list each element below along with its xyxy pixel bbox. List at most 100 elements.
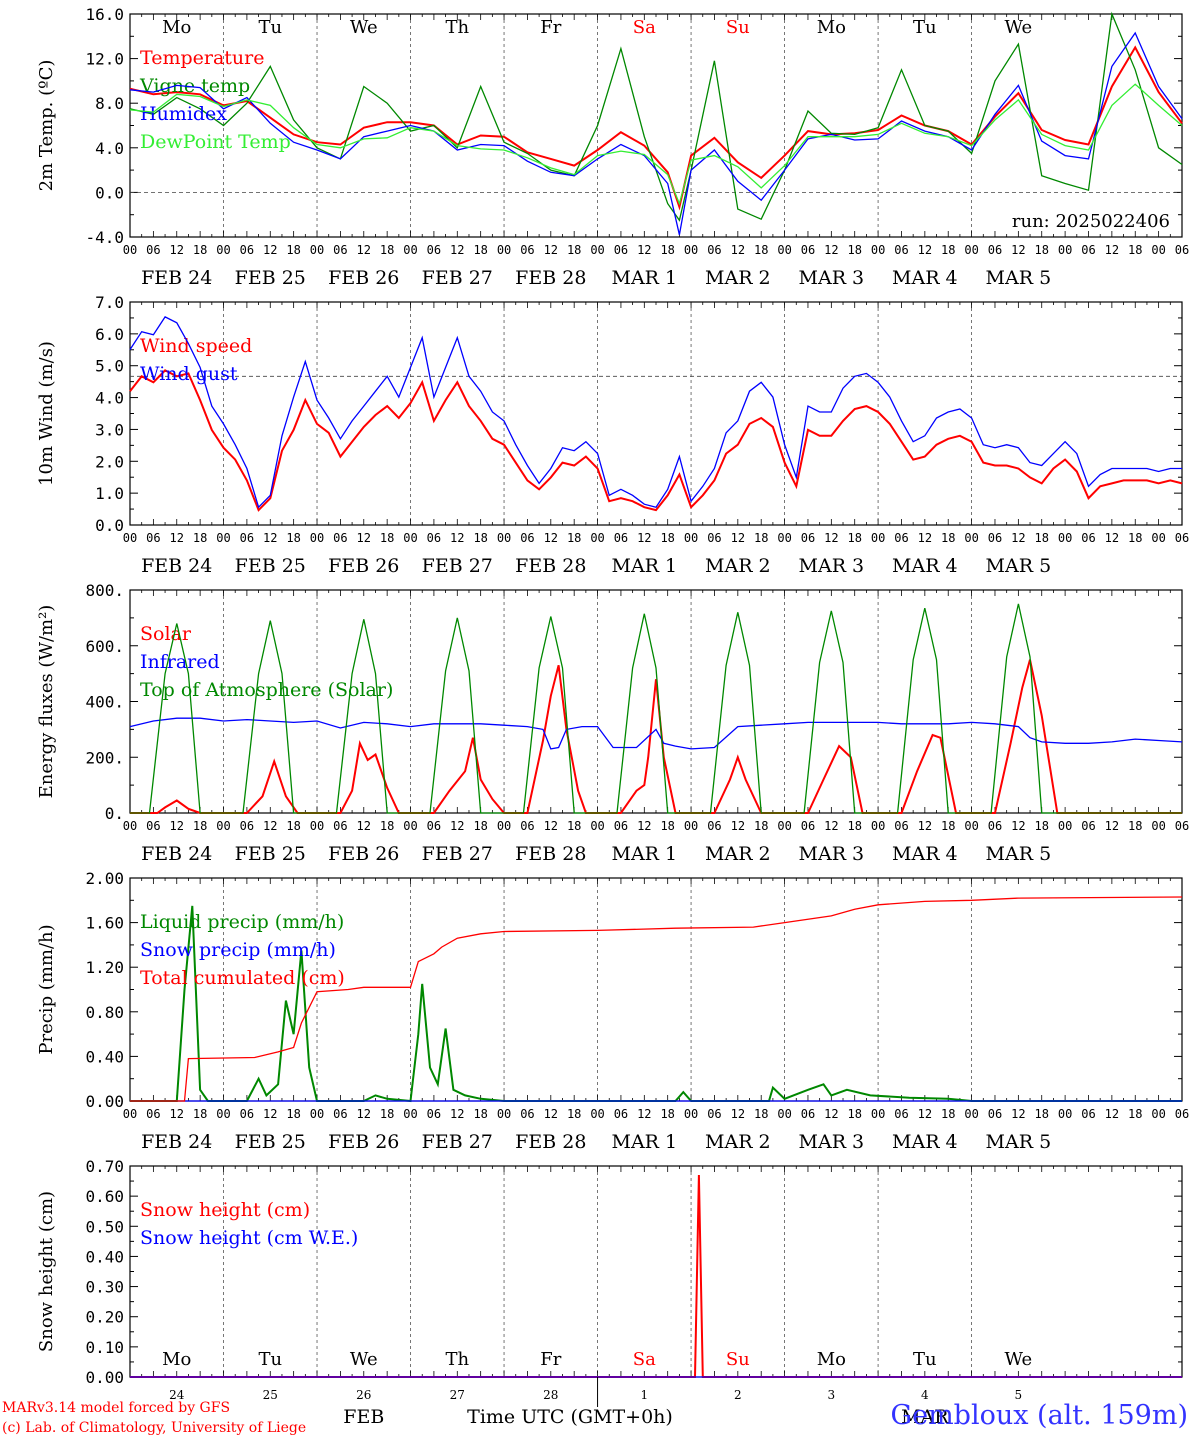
day-label: Tu (913, 1349, 937, 1370)
hour-label: 12 (170, 1107, 184, 1121)
hour-label: 12 (263, 1107, 277, 1121)
hour-label: 06 (427, 1107, 441, 1121)
hour-label: 06 (707, 1107, 721, 1121)
legend-entry: Humidex (140, 103, 227, 125)
month-label: MAR (901, 1406, 949, 1428)
day-label: Mo (817, 17, 846, 38)
day-number-label: 2 (734, 1388, 742, 1402)
date-label: FEB 24 (141, 555, 212, 577)
hour-label: 06 (707, 243, 721, 257)
day-number-label: 3 (828, 1388, 836, 1402)
y-tick-label: 200. (85, 748, 124, 767)
date-label: FEB 25 (235, 555, 306, 577)
y-tick-label: 0.70 (85, 1157, 124, 1176)
day-label: Tu (258, 1349, 282, 1370)
date-label: MAR 5 (986, 843, 1052, 865)
date-label: MAR 3 (799, 843, 865, 865)
day-label: We (350, 1349, 378, 1370)
date-label: MAR 2 (705, 1131, 771, 1153)
hour-label: 12 (357, 243, 371, 257)
series-line (130, 896, 1183, 1102)
y-tick-label: 0.60 (85, 1187, 124, 1206)
hour-label: 06 (427, 819, 441, 833)
hour-label: 00 (310, 531, 324, 545)
hour-label: 06 (146, 819, 160, 833)
series-line (129, 369, 1183, 512)
hour-label: 18 (941, 531, 955, 545)
day-label: Tu (258, 17, 282, 38)
hour-label: 00 (123, 243, 137, 257)
y-tick-label: 8.0 (95, 94, 124, 113)
model-credit: MARv3.14 model forced by GFS (2, 1400, 231, 1416)
hour-label: 06 (1175, 1107, 1189, 1121)
y-tick-label: 5.0 (95, 357, 124, 376)
hour-label: 00 (123, 531, 137, 545)
hour-label: 12 (918, 819, 932, 833)
hour-label: 06 (894, 243, 908, 257)
hour-label: 00 (1058, 243, 1072, 257)
series-line (130, 603, 1182, 814)
hour-label: 00 (123, 1107, 137, 1121)
hour-label: 06 (801, 819, 815, 833)
hour-label: 06 (801, 531, 815, 545)
y-tick-label: 6.0 (95, 325, 124, 344)
hour-label: 06 (894, 531, 908, 545)
hour-label: 18 (286, 531, 300, 545)
hour-label: 12 (544, 1107, 558, 1121)
hour-label: 12 (918, 531, 932, 545)
day-label: We (350, 17, 378, 38)
hour-label: 18 (754, 531, 768, 545)
hour-label: 06 (1081, 819, 1095, 833)
hour-label: 00 (403, 531, 417, 545)
legend-entry: Top of Atmosphere (Solar) (140, 679, 393, 701)
hour-label: 12 (170, 819, 184, 833)
y-axis-label: 10m Wind (m/s) (36, 341, 57, 486)
hour-label: 00 (1058, 819, 1072, 833)
hour-label: 06 (801, 1107, 815, 1121)
day-number-label: 5 (1015, 1388, 1023, 1402)
hour-label: 00 (497, 819, 511, 833)
time-axis-label: Time UTC (GMT+0h) (467, 1406, 673, 1428)
day-label: Mo (817, 1349, 846, 1370)
hour-label: 18 (380, 531, 394, 545)
hour-label: 00 (403, 819, 417, 833)
date-label: FEB 25 (235, 843, 306, 865)
y-axis-label: Energy fluxes (W/m²) (36, 605, 57, 799)
run-label: run: 2025022406 (1012, 211, 1170, 232)
date-label: MAR 3 (799, 555, 865, 577)
legend-entry: Infrared (140, 651, 220, 673)
day-number-label: 28 (543, 1388, 558, 1402)
hour-label: 06 (146, 243, 160, 257)
hour-label: 12 (918, 1107, 932, 1121)
hour-label: 18 (193, 531, 207, 545)
date-label: MAR 5 (986, 267, 1052, 289)
date-label: FEB 26 (328, 267, 399, 289)
hour-label: 06 (520, 1107, 534, 1121)
day-label: Su (726, 17, 750, 38)
hour-label: 18 (380, 819, 394, 833)
day-number-label: 4 (921, 1388, 929, 1402)
hour-label: 00 (123, 819, 137, 833)
y-tick-label: 0.00 (85, 1092, 124, 1111)
hour-label: 00 (590, 1107, 604, 1121)
date-label: FEB 28 (515, 267, 586, 289)
y-tick-label: 16.0 (85, 5, 124, 24)
hour-label: 12 (1011, 1107, 1025, 1121)
hour-label: 18 (660, 1107, 674, 1121)
hour-label: 00 (871, 243, 885, 257)
hour-label: 00 (310, 243, 324, 257)
hour-label: 00 (1151, 819, 1165, 833)
hour-label: 18 (567, 243, 581, 257)
date-label: FEB 28 (515, 555, 586, 577)
date-label: FEB 26 (328, 555, 399, 577)
hour-label: 00 (216, 819, 230, 833)
date-label: FEB 28 (515, 843, 586, 865)
series-line (129, 717, 1183, 750)
day-label: Th (445, 1349, 469, 1370)
hour-label: 06 (801, 243, 815, 257)
hour-label: 06 (988, 1107, 1002, 1121)
hour-label: 18 (473, 531, 487, 545)
hour-label: 18 (473, 1107, 487, 1121)
hour-label: 12 (637, 243, 651, 257)
y-axis-label: Snow height (cm) (36, 1191, 57, 1352)
